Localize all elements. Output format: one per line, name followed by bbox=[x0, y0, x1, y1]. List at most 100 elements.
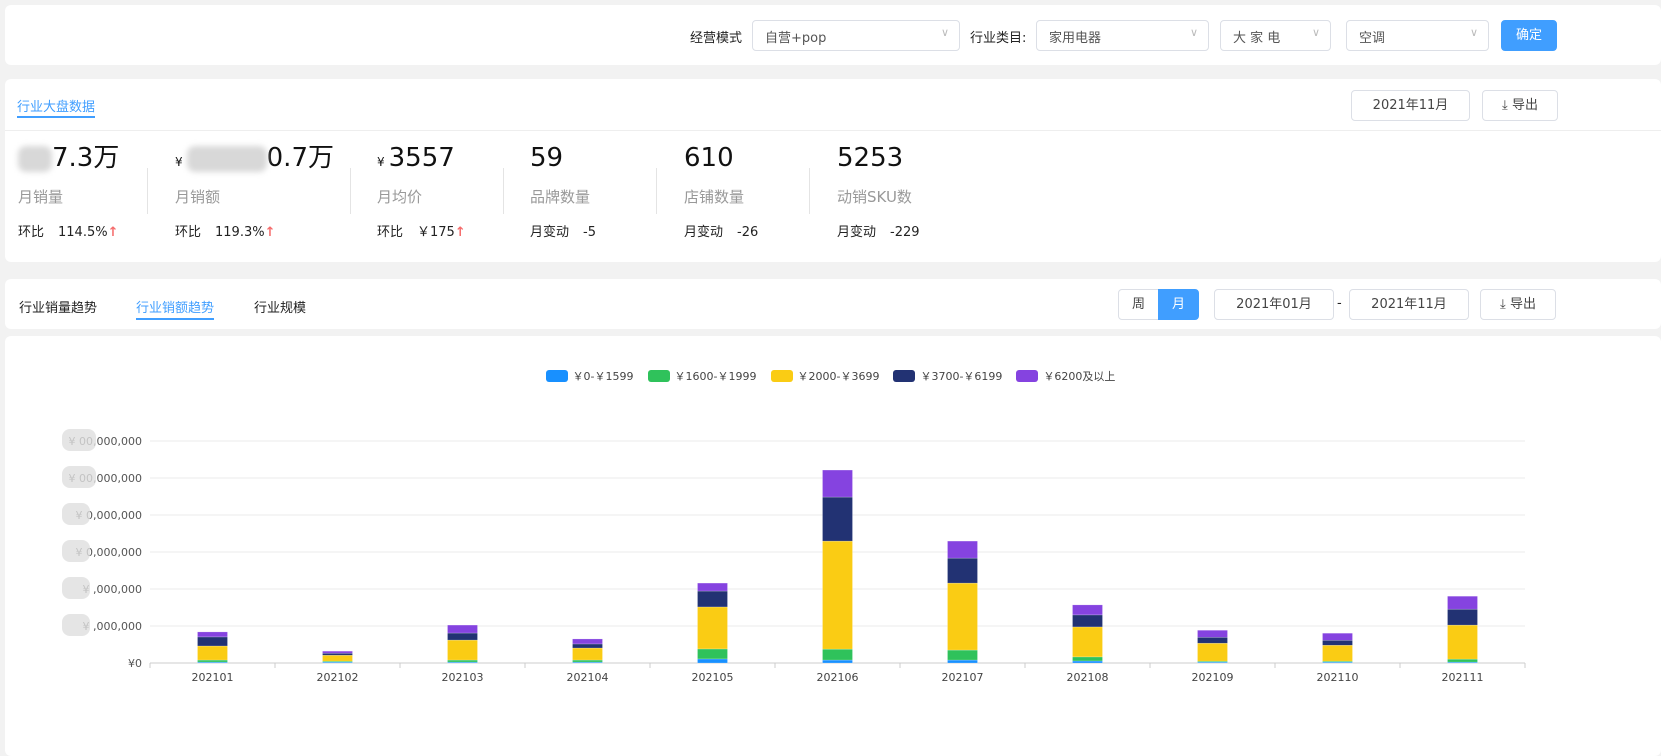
end-date-picker[interactable]: 2021年11月 bbox=[1349, 289, 1469, 320]
mode-select[interactable]: 自营+pop ∨ bbox=[752, 20, 960, 51]
bar-segment bbox=[1197, 637, 1228, 644]
redacted-tick bbox=[62, 540, 90, 562]
bar-segment bbox=[822, 469, 853, 498]
bar-segment bbox=[197, 631, 228, 638]
bar-segment bbox=[1197, 630, 1228, 638]
divider bbox=[5, 130, 1661, 131]
stat-value: 7.3万 bbox=[52, 143, 120, 173]
stat-monthly-volume: 7.3万 月销量 环比 114.5%↑ bbox=[18, 140, 119, 240]
chevron-down-icon: ∨ bbox=[1469, 26, 1478, 39]
bar-segment bbox=[197, 659, 228, 663]
date-separator: - bbox=[1337, 296, 1342, 311]
stat-value: 3557 bbox=[388, 143, 455, 173]
legend-label: ￥1600-￥1999 bbox=[674, 370, 757, 383]
legend-label: ￥2000-￥3699 bbox=[797, 370, 880, 383]
tab-sales-trend[interactable]: 行业销额趋势 bbox=[136, 297, 215, 320]
redacted-value bbox=[186, 145, 267, 172]
bar-segment bbox=[1447, 595, 1478, 610]
bar-segment bbox=[697, 582, 728, 592]
legend-item[interactable]: ￥6200及以上 bbox=[1016, 368, 1115, 384]
chevron-down-icon: ∨ bbox=[1189, 26, 1198, 39]
bar-segment bbox=[572, 638, 603, 645]
change-value: -26 bbox=[737, 225, 759, 240]
sub-category-select[interactable]: 大 家 电 ∨ bbox=[1220, 20, 1331, 51]
month-toggle[interactable]: 月 bbox=[1158, 289, 1199, 320]
y-tick-label: ¥0 bbox=[128, 657, 142, 670]
change-value: 114.5% bbox=[58, 225, 108, 240]
legend-item[interactable]: ￥1600-￥1999 bbox=[647, 368, 757, 384]
overview-export-button[interactable]: ⤓ 导出 bbox=[1482, 90, 1558, 121]
stat-name: 品牌数量 bbox=[530, 188, 591, 206]
stat-sku-count: 5253 动销SKU数 月变动 -229 bbox=[837, 140, 934, 240]
overview-date-picker[interactable]: 2021年11月 bbox=[1351, 90, 1470, 121]
stat-name: 月销额 bbox=[175, 188, 221, 206]
legend-swatch bbox=[770, 370, 793, 382]
y-tick-label: ¥ 0,000,000 bbox=[76, 509, 142, 522]
download-icon: ⤓ bbox=[1502, 98, 1508, 113]
bar-segment bbox=[947, 582, 978, 651]
confirm-button[interactable]: 确定 bbox=[1501, 20, 1557, 51]
stat-monthly-sales: ¥0.7万 月销额 环比 119.3%↑ bbox=[175, 140, 334, 240]
chart-legend: ￥0-￥1599 ￥1600-￥1999 ￥2000-￥3699 ￥3700-￥619… bbox=[0, 368, 1661, 384]
redacted-tick bbox=[62, 503, 90, 525]
sub-sub-category-value: 空调 bbox=[1359, 31, 1386, 46]
bar-segment bbox=[947, 557, 978, 584]
sub-sub-category-select[interactable]: 空调 ∨ bbox=[1346, 20, 1489, 51]
bar-segment bbox=[1447, 624, 1478, 660]
bar-segment bbox=[697, 606, 728, 650]
change-label: 环比 bbox=[18, 225, 45, 240]
bar-segment bbox=[1072, 626, 1103, 658]
bar-segment bbox=[822, 659, 853, 664]
tab-industry-scale[interactable]: 行业规模 bbox=[254, 301, 307, 316]
change-label: 环比 bbox=[377, 225, 404, 240]
mode-label: 经营模式 bbox=[690, 31, 743, 46]
legend-item[interactable]: ￥0-￥1599 bbox=[545, 368, 634, 384]
bar-segment bbox=[1072, 660, 1103, 664]
bar-segment bbox=[947, 540, 978, 559]
bar-segment bbox=[947, 659, 978, 664]
week-toggle[interactable]: 周 bbox=[1118, 289, 1159, 320]
category-select[interactable]: 家用电器 ∨ bbox=[1036, 20, 1209, 51]
stat-avg-price: ¥3557 月均价 环比 ￥175↑ bbox=[377, 140, 466, 240]
start-date-picker[interactable]: 2021年01月 bbox=[1214, 289, 1334, 320]
bar-segment bbox=[322, 660, 353, 663]
mode-value: 自营+pop bbox=[765, 31, 827, 46]
bar-segment bbox=[1447, 658, 1478, 663]
stat-name: 月销量 bbox=[18, 188, 64, 206]
legend-item[interactable]: ￥3700-￥6199 bbox=[893, 368, 1002, 384]
stat-name: 动销SKU数 bbox=[837, 188, 912, 206]
x-tick-label: 202108 bbox=[1067, 671, 1109, 684]
stat-value: 5253 bbox=[837, 143, 904, 173]
export-label: 导出 bbox=[1509, 297, 1536, 312]
legend-swatch bbox=[893, 370, 916, 382]
bar-segment bbox=[322, 652, 353, 656]
change-value: 119.3% bbox=[215, 225, 265, 240]
export-label: 导出 bbox=[1511, 98, 1538, 113]
bar-segment bbox=[447, 661, 478, 664]
tab-volume-trend[interactable]: 行业销量趋势 bbox=[19, 301, 98, 316]
legend-item[interactable]: ￥2000-￥3699 bbox=[770, 368, 880, 384]
x-tick-label: 202104 bbox=[567, 671, 609, 684]
bar-segment bbox=[322, 654, 353, 662]
tab-overview[interactable]: 行业大盘数据 bbox=[17, 96, 96, 118]
bar-segment bbox=[572, 647, 603, 661]
change-label: 月变动 bbox=[684, 225, 724, 240]
x-tick-label: 202101 bbox=[192, 671, 234, 684]
x-tick-label: 202111 bbox=[1442, 671, 1484, 684]
category-label: 行业类目: bbox=[970, 31, 1027, 46]
legend-label: ￥6200及以上 bbox=[1043, 370, 1116, 383]
trend-export-button[interactable]: ⤓ 导出 bbox=[1480, 289, 1556, 320]
filter-bar: 经营模式 自营+pop ∨ 行业类目: 家用电器 ∨ 大 家 电 ∨ 空调 ∨ 确定 bbox=[5, 5, 1661, 65]
stat-value: 59 bbox=[530, 143, 564, 173]
x-tick-label: 202103 bbox=[442, 671, 484, 684]
download-icon: ⤓ bbox=[1500, 297, 1506, 312]
arrow-up-icon: ↑ bbox=[454, 225, 466, 240]
chevron-down-icon: ∨ bbox=[940, 26, 949, 39]
bar-segment bbox=[322, 650, 353, 654]
divider bbox=[809, 168, 810, 214]
x-tick-label: 202110 bbox=[1317, 671, 1359, 684]
bar-segment bbox=[1322, 644, 1353, 662]
change-value: -229 bbox=[890, 225, 920, 240]
bar-segment bbox=[1072, 604, 1103, 616]
bar-segment bbox=[947, 649, 978, 661]
